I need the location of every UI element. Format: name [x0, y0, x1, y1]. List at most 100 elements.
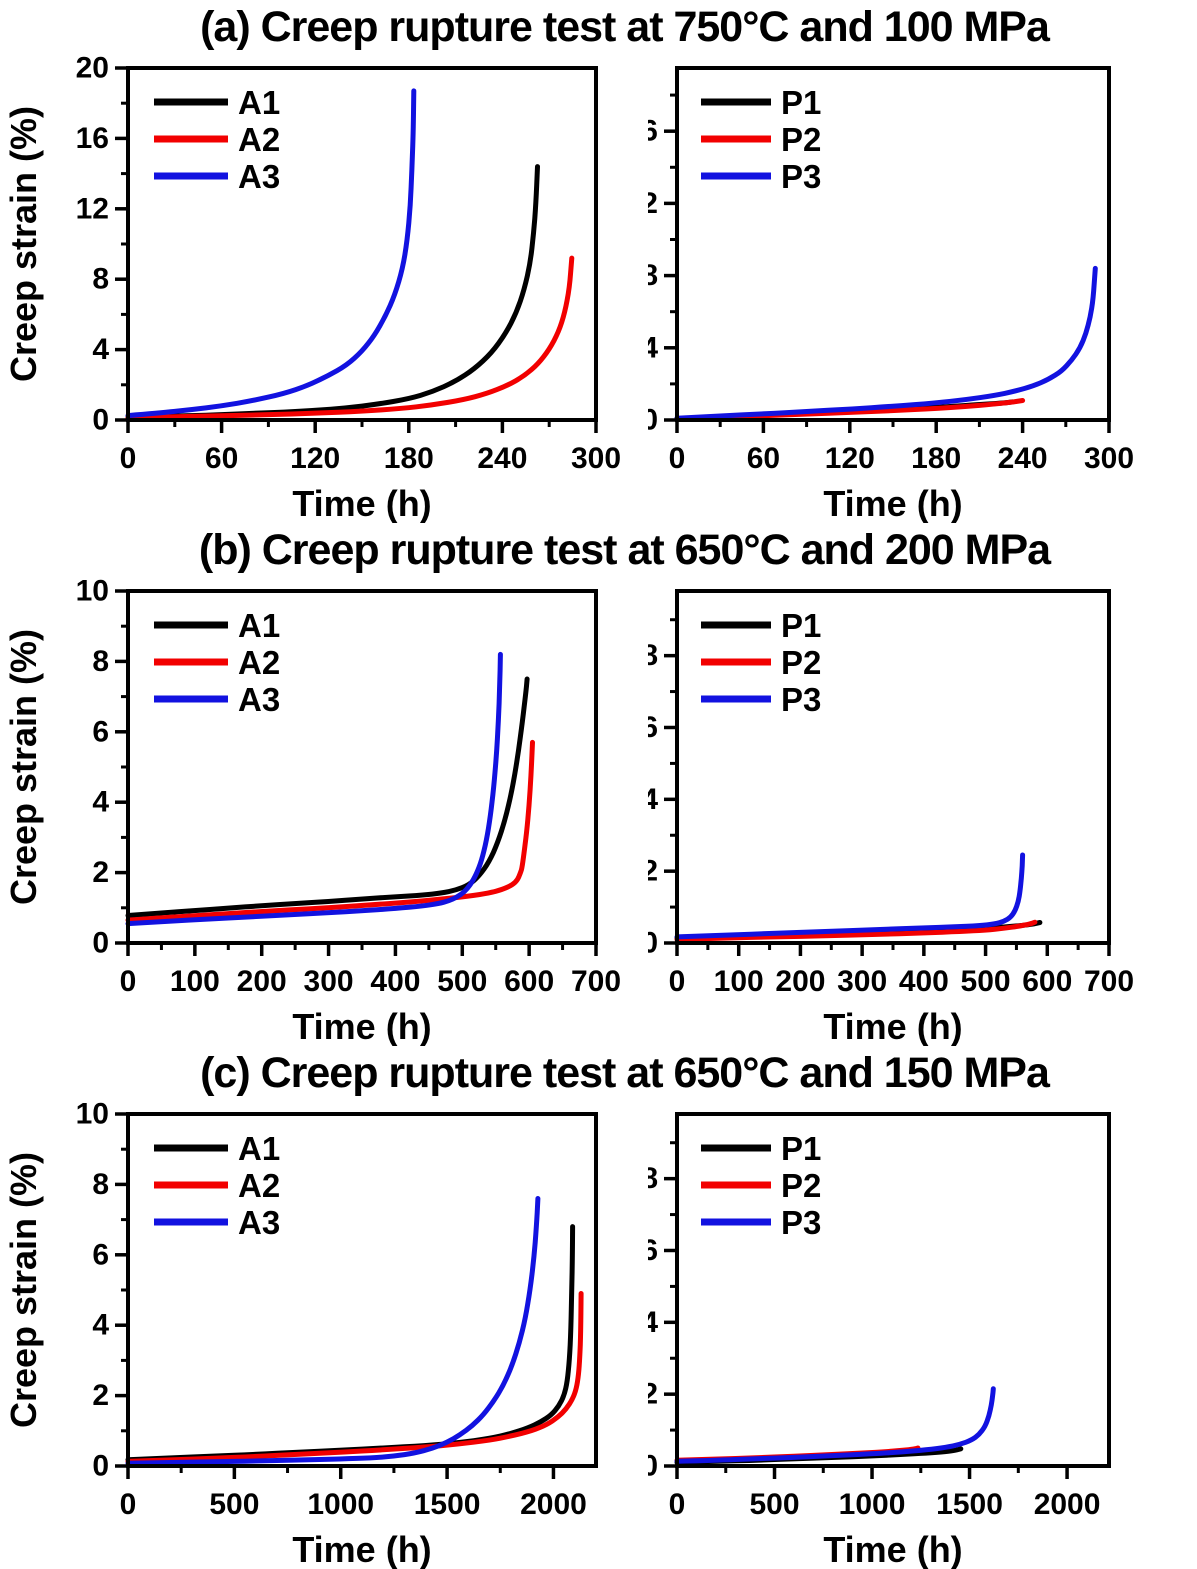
legend-label-A1: A1	[238, 1130, 280, 1167]
y-tick-label: 6	[648, 1234, 658, 1267]
y-tick-label: 0	[648, 1450, 658, 1483]
y-tick-label: 0	[92, 927, 109, 960]
curve-P3	[674, 852, 1026, 940]
x-tick-label: 100	[170, 965, 220, 998]
y-tick-label: 20	[76, 52, 109, 85]
y-tick-label: 4	[648, 783, 658, 816]
legend-label-P2: P2	[781, 1167, 821, 1204]
y-tick-label: 8	[92, 1168, 109, 1201]
y-tick-label: 8	[648, 259, 658, 292]
curve-A2	[125, 255, 575, 421]
x-tick-label: 0	[669, 442, 686, 475]
x-tick-label: 240	[998, 442, 1048, 475]
x-tick-label: 600	[1022, 965, 1072, 998]
x-tick-label: 300	[1084, 442, 1134, 475]
y-tick-label: 2	[648, 855, 658, 888]
legend-label-A3: A3	[238, 1204, 280, 1241]
section-b: (b) Creep rupture test at 650°C and 200 …	[0, 523, 1197, 1046]
curve-A1	[125, 676, 530, 918]
y-tick-label: 0	[648, 404, 658, 437]
x-tick-label: 500	[961, 965, 1011, 998]
x-axis-title: Time (h)	[292, 1006, 431, 1046]
x-tick-label: 1000	[307, 1488, 374, 1521]
x-tick-label: 120	[825, 442, 875, 475]
x-tick-label: 1500	[936, 1488, 1003, 1521]
y-tick-label: 10	[76, 575, 109, 608]
x-axis-title: Time (h)	[823, 1006, 962, 1046]
axes: 0 500 1000 1500 2000 0 2 4 6 8	[648, 1141, 1101, 1521]
section-a: (a) Creep rupture test at 750°C and 100 …	[0, 0, 1197, 523]
x-tick-label: 180	[911, 442, 961, 475]
section-a-title: (a) Creep rupture test at 750°C and 100 …	[200, 3, 1050, 51]
plot-frame	[675, 589, 1111, 945]
x-tick-label: 60	[747, 442, 780, 475]
y-tick-label: 4	[92, 333, 109, 366]
y-axis-title: Creep strain (%)	[3, 1152, 44, 1428]
section-c: (c) Creep rupture test at 650°C and 150 …	[0, 1046, 1197, 1569]
x-tick-label: 0	[669, 1488, 686, 1521]
legend-label-P3: P3	[781, 158, 821, 195]
y-tick-label: 8	[648, 1162, 658, 1195]
x-tick-label: 0	[120, 442, 137, 475]
x-tick-label: 100	[714, 965, 764, 998]
curve-P3	[674, 265, 1098, 421]
plot-frame	[675, 1112, 1111, 1468]
y-tick-label: 2	[92, 856, 109, 889]
curve-A3	[125, 88, 417, 419]
x-tick-label: 120	[290, 442, 340, 475]
axes: 0 100 200 300 400 500 600 700 0 2 4 6 8	[648, 618, 1134, 998]
x-tick-label: 500	[437, 965, 487, 998]
y-tick-label: 12	[76, 192, 109, 225]
y-tick-label: 16	[76, 122, 109, 155]
y-tick-label: 10	[76, 1098, 109, 1131]
y-tick-label: 6	[648, 711, 658, 744]
legend-label-P3: P3	[781, 1204, 821, 1241]
y-tick-label: 2	[648, 1378, 658, 1411]
y-tick-label: 6	[92, 715, 109, 748]
x-tick-label: 700	[1084, 965, 1134, 998]
axes: 0 60 120 180 240 300 0 4 8 12 16	[648, 93, 1134, 475]
x-tick-label: 300	[571, 442, 621, 475]
curve-P2	[674, 919, 1038, 942]
x-tick-label: 200	[237, 965, 287, 998]
legend-label-P2: P2	[781, 121, 821, 158]
y-tick-label: 8	[648, 639, 658, 672]
y-tick-label: 8	[92, 263, 109, 296]
curve-A2	[125, 739, 535, 923]
legend-label-A2: A2	[238, 1167, 280, 1204]
plot-frame	[675, 66, 1111, 422]
x-tick-label: 2000	[1034, 1488, 1101, 1521]
legend-label-P1: P1	[781, 1130, 821, 1167]
x-tick-label: 700	[571, 965, 621, 998]
x-tick-label: 300	[837, 965, 887, 998]
curve-A3	[125, 1196, 541, 1466]
plot-b-left-alloys-A: 0 100 200 300 400 500 600 700 0 2 4 6 8 10 Time (h) Cre…	[3, 575, 621, 1046]
section-b-title: (b) Creep rupture test at 650°C and 200 …	[198, 526, 1051, 574]
y-tick-label: 0	[92, 404, 109, 437]
y-tick-label: 0	[648, 927, 658, 960]
x-axis-title: Time (h)	[292, 483, 431, 523]
x-tick-label: 1500	[414, 1488, 481, 1521]
curve-A1	[125, 1224, 576, 1463]
y-axis-title: Creep strain (%)	[3, 629, 44, 905]
x-tick-label: 500	[749, 1488, 799, 1521]
x-tick-label: 600	[504, 965, 554, 998]
y-tick-label: 2	[92, 1379, 109, 1412]
section-a-plots: 0 60 120 180 240 300 0 4 8 12 16 20 Time (h) Creep st…	[0, 52, 1197, 523]
legend-label-A1: A1	[238, 607, 280, 644]
plot-b-right-alloys-P: 0 100 200 300 400 500 600 700 0 2 4 6 8 Time (h) P1P2P…	[648, 589, 1134, 1046]
x-tick-label: 0	[120, 1488, 137, 1521]
y-axis-title: Creep strain (%)	[3, 106, 44, 382]
plot-frame	[126, 589, 598, 945]
x-axis-title: Time (h)	[823, 483, 962, 523]
y-tick-label: 12	[648, 187, 658, 220]
y-tick-label: 8	[92, 645, 109, 678]
axes: 0 60 120 180 240 300 0 4 8 12 16 20	[76, 52, 621, 475]
axes: 0 500 1000 1500 2000 0 2 4 6 8 10	[76, 1098, 587, 1521]
x-tick-label: 2000	[520, 1488, 587, 1521]
plot-frame	[126, 1112, 598, 1468]
curve-A3	[125, 651, 503, 927]
